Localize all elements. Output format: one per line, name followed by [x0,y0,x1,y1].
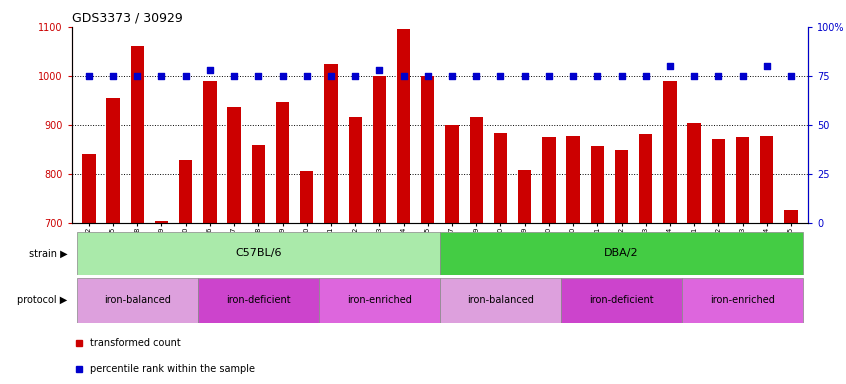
Point [228,73,241,79]
Bar [591,146,604,223]
Bar [155,221,168,223]
Bar [179,160,192,223]
Point [566,73,580,79]
Point [421,73,435,79]
Point [155,73,168,79]
Point [760,63,773,69]
Point [107,73,120,79]
Bar [440,278,561,323]
Bar [760,136,773,223]
Bar [300,171,313,223]
Bar [518,170,531,223]
Bar [711,139,725,223]
Bar [615,150,629,223]
Point [615,73,629,79]
Point [300,73,314,79]
Point [203,67,217,73]
Point [349,73,362,79]
Point [130,73,144,79]
Point [179,73,193,79]
Bar [421,76,435,223]
Point [251,73,265,79]
Bar [251,146,265,223]
Bar [349,117,362,223]
Bar [276,102,289,223]
Text: DBA/2: DBA/2 [604,248,639,258]
Bar [373,76,386,223]
Bar [82,154,96,223]
Point [397,73,410,79]
Point [687,73,700,79]
Bar [203,81,217,223]
Text: transformed count: transformed count [91,338,181,348]
Bar [319,278,440,323]
Text: protocol ▶: protocol ▶ [18,295,68,306]
Bar [736,137,750,223]
Point [663,63,677,69]
Bar [542,137,556,223]
Text: iron-balanced: iron-balanced [104,295,171,306]
Bar [784,210,798,223]
Text: strain ▶: strain ▶ [29,248,68,258]
Bar [397,29,410,223]
Point [639,73,652,79]
Point [494,73,508,79]
Text: iron-deficient: iron-deficient [589,295,654,306]
Bar [682,278,803,323]
Bar [639,134,652,223]
Text: iron-balanced: iron-balanced [467,295,534,306]
Point [372,67,386,73]
Point [711,73,725,79]
Text: iron-deficient: iron-deficient [226,295,291,306]
Point [470,73,483,79]
Point [445,73,459,79]
Point [736,73,750,79]
Text: percentile rank within the sample: percentile rank within the sample [91,364,255,374]
Bar [77,232,440,275]
Point [276,73,289,79]
Point [518,73,531,79]
Bar [663,81,677,223]
Point [324,73,338,79]
Bar [494,133,507,223]
Bar [130,46,144,223]
Bar [445,125,459,223]
Bar [77,278,198,323]
Text: iron-enriched: iron-enriched [710,295,775,306]
Bar [228,107,241,223]
Point [784,73,798,79]
Text: GDS3373 / 30929: GDS3373 / 30929 [72,11,183,24]
Bar [198,278,319,323]
Bar [440,232,803,275]
Bar [688,123,700,223]
Text: C57BL/6: C57BL/6 [235,248,282,258]
Bar [561,278,682,323]
Point [542,73,556,79]
Bar [324,64,338,223]
Bar [470,117,483,223]
Point [591,73,604,79]
Bar [107,98,120,223]
Text: iron-enriched: iron-enriched [347,295,412,306]
Point [82,73,96,79]
Bar [567,136,580,223]
